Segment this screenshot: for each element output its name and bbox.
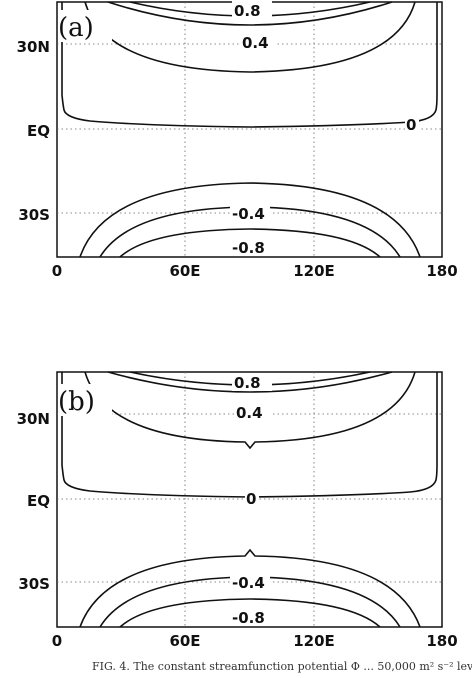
panel-label: (b) xyxy=(58,387,95,417)
x-tick-label: 60E xyxy=(169,262,200,280)
y-tick-label: 30S xyxy=(18,206,50,224)
x-tick-label: 120E xyxy=(293,262,335,280)
x-tick-label: 120E xyxy=(293,632,335,650)
panel-b: 0.8 0.4 0 -0.4 -0.8 (b) 30N EQ 30S 0 60E… xyxy=(17,371,458,650)
panel-label: (a) xyxy=(58,13,94,43)
contour-label: -0.4 xyxy=(232,574,265,592)
figure-caption: FIG. 4. The constant streamfunction pote… xyxy=(92,660,472,673)
grid xyxy=(57,372,442,627)
y-tick-label: EQ xyxy=(27,492,50,510)
contour-label: 0.8 xyxy=(234,374,261,392)
y-tick-label: 30N xyxy=(17,38,50,56)
grid xyxy=(57,2,442,257)
x-tick-label: 180 xyxy=(426,262,457,280)
contour-label: -0.8 xyxy=(232,239,265,257)
contour-label: 0.8 xyxy=(234,2,261,20)
x-tick-label: 180 xyxy=(426,632,457,650)
contour-line-low-1 xyxy=(119,598,381,628)
contour-line-0.8 xyxy=(107,1,393,26)
contour-label: 0 xyxy=(406,116,416,134)
contour-label: -0.4 xyxy=(232,205,265,223)
x-tick-label: 0 xyxy=(52,632,62,650)
y-tick-label: 30N xyxy=(17,410,50,428)
contour-line-0.8 xyxy=(107,371,393,393)
contour-label: 0.4 xyxy=(242,34,269,52)
contour-line-neg0.4 xyxy=(79,548,421,628)
contour-label: -0.8 xyxy=(232,609,265,627)
x-tick-label: 0 xyxy=(52,262,62,280)
contour-line-0 xyxy=(61,2,438,128)
contour-line-neg0.4 xyxy=(79,182,421,258)
y-tick-label: 30S xyxy=(18,575,50,593)
y-tick-label: EQ xyxy=(27,122,50,140)
contour-line-low-1 xyxy=(119,228,381,258)
contour-label: 0 xyxy=(246,490,256,508)
panel-a: 0.8 0.4 0 -0.4 -0.8 (a) 30N EQ 30S 0 60E… xyxy=(17,1,458,280)
x-tick-label: 60E xyxy=(169,632,200,650)
contour-label: 0.4 xyxy=(236,404,263,422)
